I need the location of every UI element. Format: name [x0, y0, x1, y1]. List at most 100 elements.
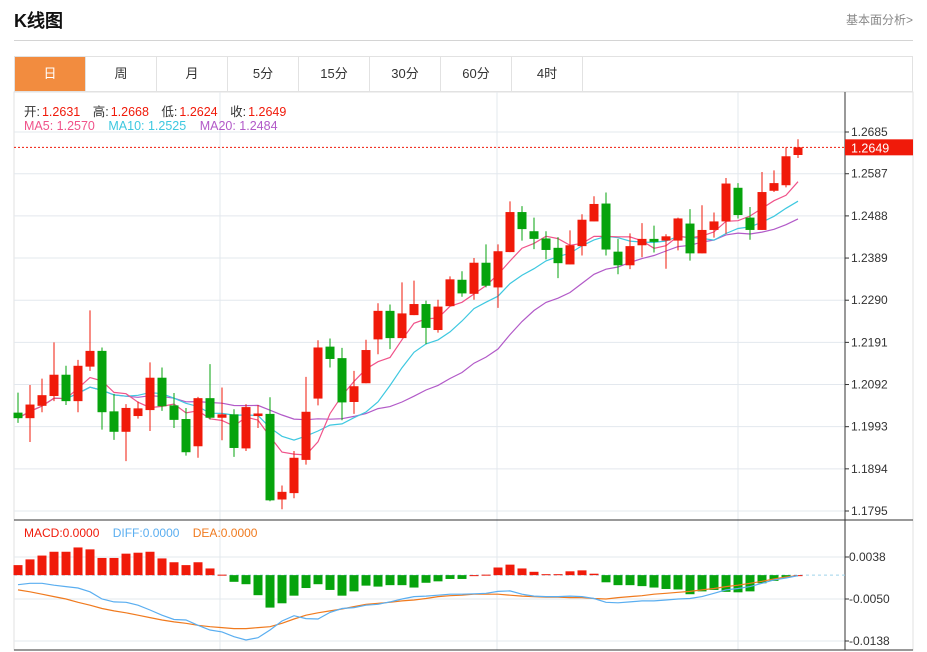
macd-bar [133, 552, 143, 576]
diff-legend: DIFF:0.0000 [112, 526, 180, 540]
candle-body [517, 212, 527, 230]
candle [637, 223, 647, 258]
candle [193, 396, 203, 458]
dea-legend: DEA:0.0000 [192, 526, 258, 540]
macd-bar [25, 559, 35, 576]
macd-bar [733, 575, 743, 593]
tab-1[interactable]: 周 [86, 57, 157, 91]
candle [769, 170, 779, 193]
candle [445, 276, 455, 307]
low-label: 低: [161, 105, 178, 119]
high-label: 高: [92, 105, 109, 119]
price-tick-label: 1.2290 [851, 293, 888, 307]
candle [133, 401, 143, 419]
candle [577, 214, 587, 256]
macd-bar [241, 575, 251, 585]
macd-bar [493, 567, 503, 576]
macd-bar [529, 571, 539, 576]
tab-5[interactable]: 30分 [370, 57, 441, 91]
macd-bar [145, 551, 155, 576]
macd-bar [649, 575, 659, 588]
candle-body [337, 358, 347, 403]
candle-body [373, 310, 383, 340]
tab-0[interactable]: 日 [15, 57, 86, 91]
macd-bar [553, 574, 563, 576]
macd-bar [169, 562, 179, 576]
candle [49, 342, 59, 402]
candle [541, 231, 551, 260]
candle [61, 365, 71, 405]
macd-bar [709, 575, 719, 590]
candle [121, 404, 131, 462]
macd-bar [661, 575, 671, 589]
macd-bar [601, 575, 611, 583]
macd-bar [373, 575, 383, 587]
ma20-line [17, 218, 799, 421]
price-tick-label: 1.2488 [851, 209, 888, 223]
candle-body [397, 313, 407, 339]
candle-body [541, 238, 551, 250]
candle [709, 212, 719, 238]
candle-body [193, 398, 203, 447]
tab-4[interactable]: 15分 [299, 57, 370, 91]
candle [661, 234, 671, 269]
candle [229, 409, 239, 457]
page-title: K线图 [14, 11, 63, 31]
candle [673, 217, 683, 251]
macd-bar [349, 575, 359, 592]
candle [25, 384, 35, 443]
candle-body [697, 229, 707, 254]
candle-body [61, 374, 71, 402]
candle [205, 364, 215, 420]
macd-bar [625, 575, 635, 586]
ma5-legend: MA5: 1.2570 [24, 119, 95, 133]
candle [97, 347, 107, 430]
price-tick-label: 1.2191 [851, 335, 888, 349]
candle-body [361, 350, 371, 384]
macd-bar [37, 555, 47, 576]
candle [553, 237, 563, 279]
macd-bar [109, 557, 119, 576]
fundamental-analysis-link[interactable]: 基本面分析> [845, 13, 913, 27]
tab-2[interactable]: 月 [157, 57, 228, 91]
macd-bar [637, 575, 647, 587]
macd-bar [229, 575, 239, 582]
macd-bar [589, 573, 599, 576]
candle-body [433, 306, 443, 331]
ma10-legend: MA10: 1.2525 [108, 119, 187, 133]
candle-body [265, 413, 275, 501]
divider [14, 40, 913, 41]
candle [589, 196, 599, 222]
candle [73, 359, 83, 413]
candle [313, 340, 323, 406]
candle-body [157, 377, 167, 407]
tab-6[interactable]: 60分 [441, 57, 512, 91]
candle [697, 205, 707, 254]
candle [781, 147, 791, 188]
candle [217, 387, 227, 441]
candle-body [253, 413, 263, 417]
macd-bar [469, 575, 479, 577]
macd-tick-label: 0.0038 [849, 550, 886, 564]
candle [745, 206, 755, 240]
macd-bar [289, 575, 299, 596]
macd-bar [781, 575, 791, 578]
candle [625, 233, 635, 270]
macd-info: MACD:0.0000 DIFF:0.0000 DEA:0.0000 [24, 526, 259, 540]
macd-bar [697, 575, 707, 592]
candle [277, 485, 287, 510]
candle-body [25, 404, 35, 419]
macd-bar [541, 574, 551, 576]
open-label: 开: [24, 105, 40, 119]
candle-body [709, 221, 719, 230]
tab-7[interactable]: 4时 [512, 57, 583, 91]
candle-body [613, 251, 623, 266]
tab-3[interactable]: 5分 [228, 57, 299, 91]
candle [181, 407, 191, 456]
macd-bar [217, 574, 227, 576]
diff-line [17, 575, 799, 641]
candle-body [793, 147, 803, 155]
macd-bar [85, 549, 95, 576]
dea-line [17, 575, 799, 630]
